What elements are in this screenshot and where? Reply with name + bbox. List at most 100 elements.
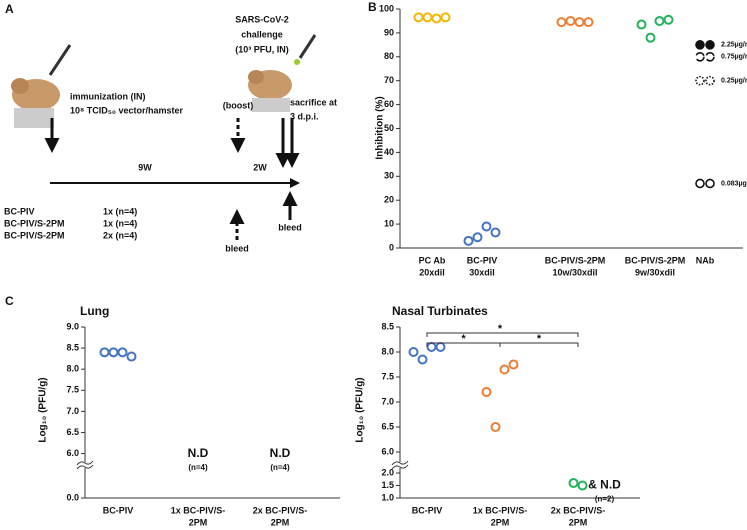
y-tick-label: 6.0 (66, 448, 79, 458)
y-tick-label: 70 (384, 75, 394, 85)
y-tick-label: 90 (384, 27, 394, 37)
reference-label: 2.25µg/ml (721, 42, 747, 49)
chart-title: Lung (80, 304, 109, 318)
significance-label: * (461, 333, 466, 345)
group-name: BC-PIV/S-2PM (4, 230, 65, 240)
y-tick-label: 100 (379, 3, 394, 13)
point (413, 12, 424, 23)
diagram-text: bleed (278, 222, 302, 232)
x-tick-label: 30xdil (469, 267, 495, 277)
x-tick-label: BC-PIV (467, 255, 498, 265)
note: N.D (270, 446, 291, 460)
group-dose: 1x (n=4) (103, 206, 137, 216)
diagram-text: immunization (IN) (70, 91, 146, 101)
point (577, 480, 588, 491)
y-tick-label: 8.0 (66, 364, 79, 374)
panel-label: B (368, 0, 377, 14)
point (499, 364, 510, 375)
reference-marker (695, 51, 705, 62)
group-name: BC-PIV (4, 206, 35, 216)
y-tick-label: 10 (384, 218, 394, 228)
y-tick-label: 1.5 (381, 480, 394, 490)
x-tick-label: 1x BC-PIV/S- (473, 505, 528, 515)
hamster (11, 44, 72, 128)
x-tick-label: 20xdil (419, 267, 445, 277)
point (508, 359, 519, 370)
x-tick-label: NAb (696, 255, 715, 265)
interval-label: 2W (253, 162, 267, 172)
x-tick-label: BC-PIV/S-2PM (625, 255, 686, 265)
y-tick-label: 50 (384, 123, 394, 133)
y-tick-label: 7.5 (381, 371, 394, 381)
interval-label: 9W (138, 162, 152, 172)
reference-marker (705, 40, 715, 50)
point (490, 422, 501, 432)
point (426, 342, 437, 352)
y-tick-label: 6.5 (66, 427, 79, 437)
chart-title: Nasal Turbinates (392, 304, 488, 318)
significance-bracket (426, 342, 579, 347)
x-tick-label: BC-PIV/S-2PM (545, 255, 606, 265)
point (574, 17, 585, 28)
x-tick-label: 2PM (569, 517, 588, 527)
diagram-text: bleed (225, 243, 249, 253)
point (654, 15, 665, 26)
x-tick-label: 2PM (271, 517, 290, 527)
reference-marker (705, 75, 715, 86)
note: (n=4) (188, 463, 208, 472)
x-tick-label: 10w/30xdil (552, 267, 597, 277)
point (126, 351, 137, 362)
point (431, 13, 442, 24)
point (440, 12, 451, 23)
point (481, 387, 492, 397)
y-tick-label: 7.5 (66, 385, 79, 395)
point (583, 17, 594, 28)
panel-label: A (5, 2, 14, 16)
diagram-text: (boost) (223, 100, 254, 110)
y-tick-label: 30 (384, 171, 394, 181)
diagram-text: 3 d.p.i. (290, 111, 319, 121)
x-tick-label: 2PM (491, 517, 510, 527)
axis-break (76, 460, 94, 466)
point (556, 17, 567, 28)
note: (n=4) (270, 463, 290, 472)
point (435, 342, 446, 352)
y-tick-label: 60 (384, 99, 394, 109)
diagram-text: (10³ PFU, IN) (235, 44, 289, 54)
point (463, 235, 474, 246)
y-tick-label: 9.0 (66, 321, 79, 331)
diagram-text: sacrifice at (290, 97, 337, 107)
x-tick-label: 2PM (189, 517, 208, 527)
x-tick-label: BC-PIV (103, 505, 134, 515)
significance-bracket (426, 332, 579, 337)
x-tick-label: PC Ab (419, 255, 446, 265)
group-dose: 1x (n=4) (103, 218, 137, 228)
note: & N.D (588, 478, 621, 492)
diagram-text: challenge (241, 29, 283, 39)
y-tick-label: 7.0 (381, 396, 394, 406)
point (422, 12, 433, 23)
y-axis-label: Log₁₀ (PFU/g) (38, 377, 49, 442)
note: N.D (188, 446, 209, 460)
x-tick-label: 9w/30xdil (635, 267, 675, 277)
reference-label: 0.75µg/ml (721, 54, 747, 61)
y-tick-label: 80 (384, 51, 394, 61)
group-name: BC-PIV/S-2PM (4, 218, 65, 228)
x-tick-label: 2x BC-PIV/S- (551, 505, 606, 515)
point (417, 354, 428, 365)
point (565, 15, 576, 26)
reference-label: 0.25µg/ml (721, 78, 747, 85)
point (99, 347, 110, 358)
panel-label: C (5, 294, 14, 308)
y-axis-label: Log₁₀ (PFU/g) (355, 377, 366, 442)
y-tick-label: 20 (384, 195, 394, 205)
reference-marker (695, 178, 705, 189)
x-tick-label: 1x BC-PIV/S- (171, 505, 226, 515)
diagram-text: 10⁸ TCID₅₀ vector/hamster (70, 105, 183, 115)
reference-marker (705, 178, 715, 189)
point (636, 19, 647, 30)
point (645, 32, 656, 43)
point (481, 221, 492, 232)
y-tick-label: 40 (384, 147, 394, 157)
y-tick-label: 1.0 (381, 492, 394, 502)
